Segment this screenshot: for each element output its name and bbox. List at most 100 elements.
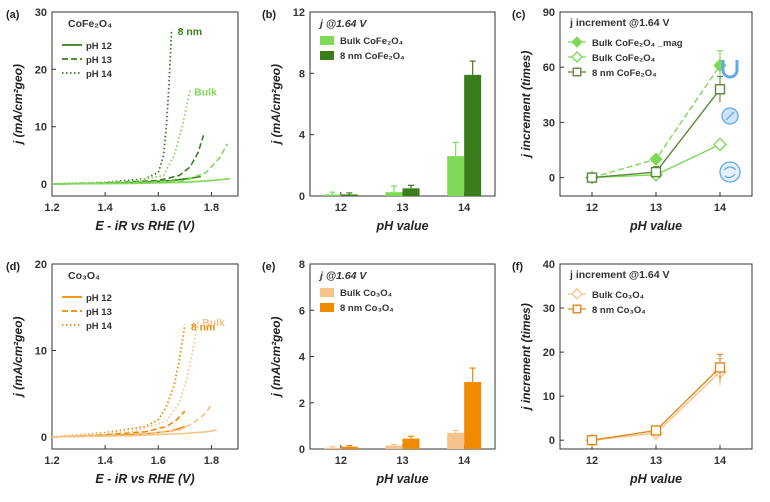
legend-label: Bulk CoFe₂O₄ (340, 36, 404, 47)
annotation: Bulk (202, 317, 225, 329)
data-point (650, 425, 662, 436)
legend-label: Bulk Co₃O₄ (340, 288, 393, 299)
legend-label: 8 nm Co₃O₄ (340, 303, 394, 314)
series-line (51, 143, 229, 185)
legend-label: Bulk CoFe₂O₄ _mag (592, 38, 683, 49)
bar (464, 74, 482, 196)
legend-swatch (320, 51, 334, 60)
x-tick-label: 13 (396, 202, 408, 214)
legend-swatch (320, 303, 334, 312)
x-tick-label: 12 (586, 202, 598, 214)
annotation: 8 nm (191, 322, 216, 334)
y-tick-label: 30 (543, 303, 555, 315)
panel-label: (c) (512, 9, 526, 21)
x-tick-label: 13 (650, 455, 662, 467)
y-tick-label: 0 (299, 444, 305, 456)
panel-c-icons (719, 60, 741, 183)
x-axis-label: pH value (375, 219, 428, 233)
bar (385, 445, 403, 449)
x-tick-label: 1.4 (97, 202, 113, 214)
y-tick-label: 0 (549, 173, 555, 185)
series-line (51, 410, 186, 438)
panel-label: (a) (6, 9, 20, 21)
panel-label: (b) (262, 9, 276, 21)
data-point (714, 362, 726, 373)
x-tick-label: 12 (335, 455, 347, 467)
x-tick-label: 1.6 (151, 455, 166, 467)
bar (340, 446, 358, 449)
y-tick-label: 90 (543, 7, 555, 19)
bar (323, 447, 341, 449)
bar (402, 188, 420, 196)
panel-label: (e) (262, 261, 276, 273)
series-line (51, 89, 192, 185)
bar (447, 432, 465, 449)
y-axis-label: j (mA/cm²geo) (11, 64, 25, 146)
y-axis-label: j (mA/cm²geo) (269, 64, 283, 146)
y-tick-label: 30 (35, 7, 47, 19)
legend-swatch (320, 36, 334, 45)
y-tick-label: 6 (299, 305, 305, 317)
y-axis-label: j (mA/cm²geo) (11, 316, 25, 398)
x-tick-label: 13 (396, 455, 408, 467)
particle-icon-stroke (725, 111, 735, 121)
series-line (51, 320, 199, 438)
x-axis-label: pH value (629, 219, 682, 233)
chart-title: j @1.64 V (318, 18, 367, 30)
legend-label: pH 14 (86, 321, 113, 332)
y-tick-label: 0 (549, 435, 555, 447)
chart-b: 0 4 8 12 12 13 14 j @1.64 V Bulk CoFe₂O₄ 8 nm CoF… (262, 7, 496, 233)
data-point (714, 84, 726, 95)
y-tick-label: 30 (543, 117, 555, 129)
y-axis-label: j increment (times) (519, 303, 533, 412)
data-point (586, 434, 598, 446)
y-tick-label: 10 (543, 391, 555, 403)
legend-label: Bulk Co₃O₄ (592, 290, 645, 301)
x-tick-label: 14 (714, 455, 727, 467)
x-tick-label: 1.2 (44, 455, 59, 467)
y-tick-label: 20 (35, 64, 47, 76)
data-point (571, 288, 583, 300)
y-axis-label: j increment (times) (519, 51, 533, 160)
y-tick-label: 60 (543, 62, 555, 74)
y-tick-label: 0 (299, 191, 305, 203)
axes-frame (51, 263, 239, 450)
series-line (51, 178, 231, 185)
legend-label: Bulk CoFe₂O₄ (592, 53, 656, 64)
legend-label: 8 nm CoFe₂O₄ (592, 68, 657, 79)
series-line (51, 429, 217, 438)
axes-frame (559, 263, 753, 450)
legend-swatch (320, 288, 334, 297)
data-point (572, 67, 582, 77)
annotation: 8 nm (178, 26, 203, 38)
chart-e: 0 2 4 6 8 12 13 14 j @1.64 V Bulk Co₃O₄ 8 nm Co₃O₄… (262, 259, 496, 486)
x-tick-label: 1.8 (204, 455, 219, 467)
series-line (51, 29, 173, 185)
panel-label: (f) (512, 261, 523, 273)
series-line (51, 324, 186, 438)
panel-label: (d) (6, 261, 20, 273)
annotation: Bulk (194, 86, 217, 98)
y-tick-label: 20 (543, 347, 555, 359)
bar (447, 156, 465, 196)
chart-c: 0 30 60 90 12 13 14 j increment @1.64 V Bulk CoF… (512, 7, 753, 233)
x-tick-label: 1.6 (151, 202, 166, 214)
y-tick-label: 20 (35, 259, 47, 271)
axes-frame (51, 11, 239, 197)
y-tick-label: 0 (41, 179, 47, 191)
data-point (571, 36, 583, 48)
legend-label: pH 13 (86, 55, 112, 66)
bar (323, 194, 341, 196)
series-line (51, 135, 205, 185)
swirl-icon-stroke (723, 166, 737, 179)
data-point (649, 152, 663, 166)
legend-label: pH 12 (86, 41, 112, 52)
x-axis-label: pH value (375, 472, 428, 486)
data-point (650, 166, 662, 178)
y-tick-label: 4 (299, 352, 306, 364)
x-tick-label: 1.8 (204, 202, 219, 214)
chart-title: j increment @1.64 V (569, 269, 670, 281)
y-tick-label: 12 (293, 7, 305, 19)
